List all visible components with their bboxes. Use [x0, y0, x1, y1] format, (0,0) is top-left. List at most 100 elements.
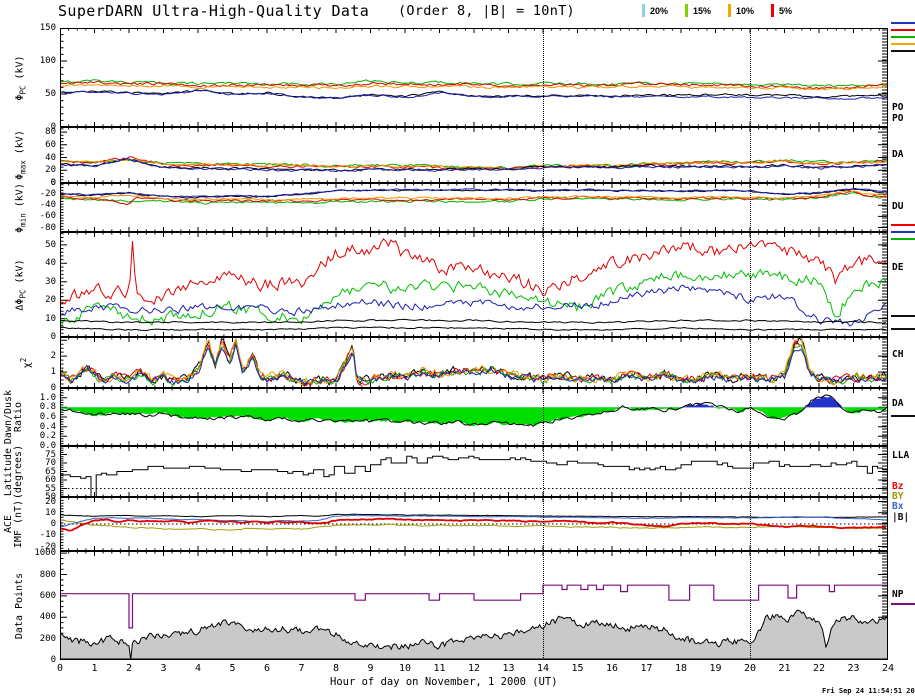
y-tick-label: 0	[50, 178, 56, 188]
right-legend-line	[891, 29, 915, 31]
panel-dawn-dusk	[60, 388, 888, 446]
right-label-BY: BY	[892, 491, 904, 502]
y-tick-label: 50	[45, 89, 56, 99]
timestamp: Fri Sep 24 11:54:51 2004	[822, 687, 915, 695]
series-np-model	[60, 584, 888, 629]
right-label-Bx: Bx	[892, 501, 904, 512]
x-tick-label: 20	[743, 663, 757, 674]
series-dpc-black-upper	[60, 318, 887, 324]
y-axis-label-ace-imf: ACE IMF (nT)	[3, 499, 24, 549]
chart-data-points	[60, 551, 888, 660]
legend-item: 10%	[728, 4, 754, 17]
right-label-PO: PO	[892, 113, 904, 124]
y-tick-label: 60	[45, 475, 56, 485]
legend-swatch	[642, 4, 645, 17]
y-tick-label: 600	[39, 590, 56, 601]
legend-item: 20%	[642, 4, 668, 17]
right-label-NP: NP	[892, 589, 904, 600]
right-legend-line	[891, 315, 915, 317]
x-tick-label: 10	[398, 663, 412, 674]
chart-phi-max	[60, 127, 888, 183]
x-tick-label: 18	[674, 663, 688, 674]
y-tick-label: 0.4	[39, 421, 56, 432]
y-tick-label: 10	[45, 313, 56, 324]
series-lat-step	[60, 455, 888, 497]
series-imf-bx	[60, 514, 887, 528]
y-tick-label: -10	[39, 530, 56, 541]
x-tick-label: 7	[298, 663, 305, 674]
legend-label: 15%	[693, 5, 712, 16]
y-tick-label: 30	[45, 276, 56, 287]
x-tick-label: 19	[709, 663, 722, 674]
y-tick-label: 20	[45, 165, 56, 176]
y-tick-label: 0	[50, 122, 56, 132]
legend-swatch	[685, 4, 689, 17]
x-tick-label: 23	[847, 663, 860, 674]
y-tick-label: 20	[45, 295, 56, 306]
y-tick-label: 40	[45, 152, 56, 163]
panel-delta-phi	[60, 232, 888, 337]
right-legend-line	[891, 22, 915, 24]
y-axis-label-phi-pc: ΦPC (kV)	[14, 54, 28, 101]
x-tick-label: 5	[229, 663, 236, 674]
y-axis-label-dawn-dusk: Dawn/Dusk Ratio	[3, 389, 24, 445]
right-legend-line	[891, 328, 915, 330]
y-axis-label-phi-min: Φmin (kV)	[14, 182, 28, 233]
y-tick-label: 1	[50, 367, 56, 378]
y-tick-label: 0	[50, 178, 56, 188]
panel-data-points	[60, 551, 888, 660]
right-label-DA: DA	[892, 149, 904, 160]
y-tick-label: 1.0	[39, 392, 56, 403]
y-tick-label: 0	[50, 332, 56, 342]
y-tick-label: 60	[45, 139, 56, 150]
y-tick-label: 50	[45, 239, 56, 250]
series-min-blue	[60, 187, 888, 198]
x-tick-label: 17	[640, 663, 653, 674]
y-tick-label: -60	[39, 211, 56, 222]
y-tick-label: 0.8	[39, 402, 56, 413]
panel-phi-pc	[60, 28, 888, 127]
y-tick-label: 800	[39, 569, 56, 580]
legend-swatch	[771, 4, 775, 17]
legend-label: 5%	[779, 5, 793, 16]
quality-legend: 20% 15% 10% 5%	[642, 4, 792, 17]
right-label-DU: DU	[892, 201, 904, 212]
y-tick-label: -20	[39, 541, 56, 552]
y-tick-label: 200	[39, 633, 56, 644]
y-axis-label-phi-max: Φmax (kV)	[14, 130, 28, 180]
legend-swatch	[728, 4, 732, 17]
series-imf-bz	[60, 517, 887, 532]
chart-chi-sq	[60, 337, 888, 388]
y-tick-label: 50	[45, 492, 56, 502]
y-tick-label: 40	[45, 258, 56, 269]
dashed-timeline-14	[543, 28, 544, 660]
x-tick-label: 11	[433, 663, 446, 674]
x-tick-label: 0	[56, 663, 64, 674]
y-tick-label: 0	[50, 655, 56, 665]
chart-latitude	[60, 446, 888, 497]
x-tick-label: 24	[881, 663, 895, 674]
y-tick-label: 1000	[34, 548, 56, 559]
chart-dawn-dusk	[60, 388, 888, 446]
x-tick-label: 3	[160, 663, 167, 674]
y-tick-label: 75	[45, 449, 56, 460]
y-tick-label: 0.2	[39, 431, 56, 442]
y-tick-label: 0	[50, 519, 56, 529]
legend-item: 15%	[685, 4, 711, 17]
right-legend-line	[891, 238, 915, 240]
panel-phi-max	[60, 127, 888, 183]
y-tick-label: 150	[39, 23, 56, 33]
x-tick-label: 4	[194, 663, 202, 674]
right-legend-line	[891, 224, 915, 226]
right-label-Bz: Bz	[892, 481, 904, 492]
right-legend-line	[891, 43, 915, 45]
x-axis-label: Hour of day on November, 1 2000 (UT)	[330, 676, 558, 688]
y-tick-label: 20	[45, 496, 56, 507]
series-ratio-line	[60, 394, 887, 428]
y-tick-label: 2	[50, 351, 56, 362]
y-axis-label-chi-sq: χ2	[19, 357, 33, 368]
x-tick-label: 16	[605, 663, 619, 674]
series-imf-btotal	[60, 513, 886, 519]
chart-ace-imf	[60, 497, 888, 551]
x-tick-label: 21	[778, 663, 791, 674]
